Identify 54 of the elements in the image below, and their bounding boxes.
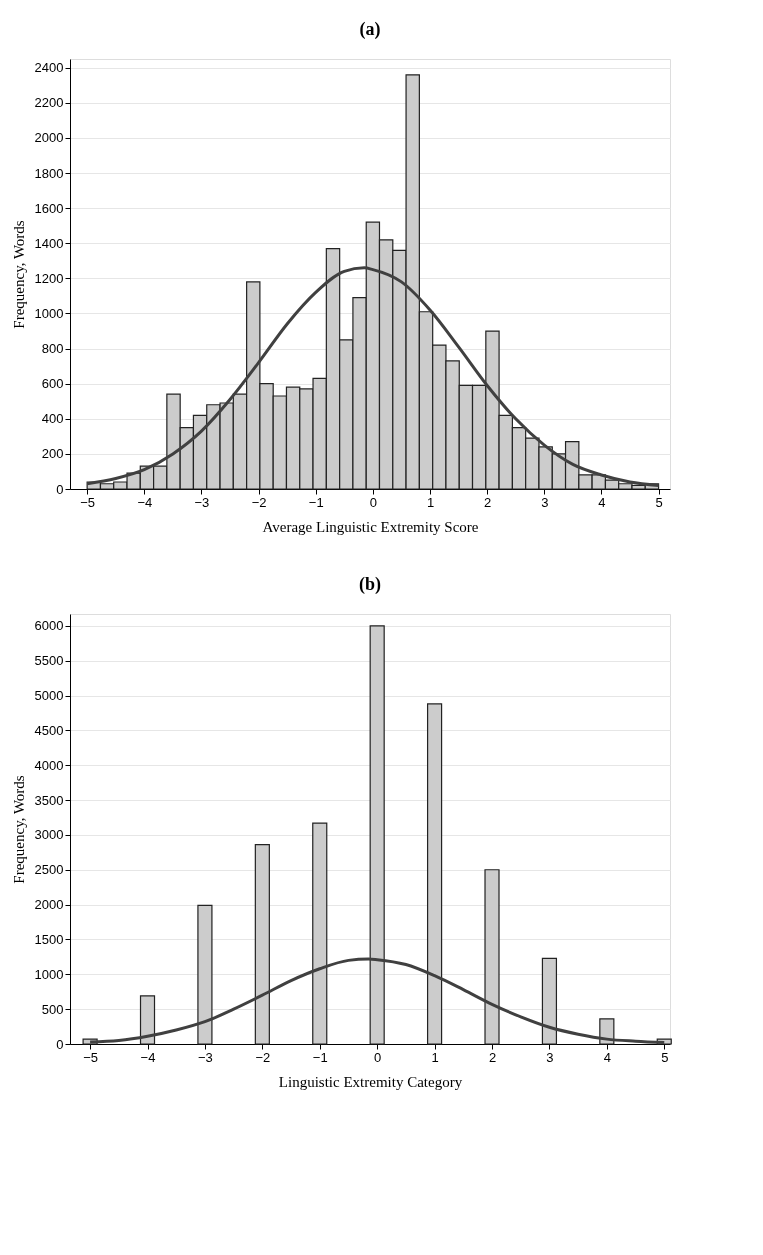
y-tick-label: 1200 (34, 270, 64, 286)
y-tick-label: 2000 (34, 130, 64, 146)
x-tick-label: 1 (426, 494, 435, 510)
x-tick-label: −1 (312, 1049, 328, 1065)
x-tick-label: −1 (308, 494, 324, 510)
chart-title: (b) (359, 574, 381, 595)
y-tick-label: 800 (41, 341, 64, 357)
y-tick-label: 1800 (34, 165, 64, 181)
x-tick-label: 3 (541, 494, 549, 510)
y-tick-label: 2400 (34, 60, 64, 76)
y-tick-label: 1000 (34, 305, 64, 321)
x-tick-label: 4 (603, 1049, 611, 1065)
x-tick-label: −4 (137, 494, 153, 510)
y-tick-label: 5000 (34, 688, 64, 704)
x-tick-label: −3 (198, 1049, 213, 1065)
y-tick-label: 0 (56, 1036, 64, 1052)
x-tick-label: 3 (546, 1049, 554, 1065)
x-axis-title: Linguistic Extremity Category (278, 1073, 463, 1090)
y-tick-label: 4500 (34, 722, 64, 738)
y-tick-label: 4000 (34, 757, 64, 773)
y-tick-label: 1400 (34, 235, 64, 251)
chart-title: (a) (359, 19, 381, 40)
y-tick-label: 5500 (34, 653, 64, 669)
x-tick-label: −2 (251, 494, 267, 510)
x-tick-label: 5 (655, 494, 663, 510)
x-tick-label: 5 (661, 1049, 669, 1065)
y-tick-label: 400 (41, 411, 64, 427)
x-tick-label: −3 (194, 494, 210, 510)
y-tick-label: 2500 (34, 862, 64, 878)
y-tick-label: 3000 (34, 827, 64, 843)
y-tick-label: 1600 (34, 200, 64, 216)
y-tick-label: 2200 (34, 95, 64, 111)
y-tick-label: 2000 (34, 897, 64, 913)
y-tick-label: 3500 (34, 792, 64, 808)
x-tick-label: −5 (83, 1049, 99, 1065)
y-tick-label: 200 (41, 446, 64, 462)
x-tick-label: −2 (255, 1049, 271, 1065)
y-axis-title: Frequency, Words (10, 775, 27, 884)
y-tick-label: 1500 (34, 931, 64, 947)
x-tick-label: 2 (484, 494, 492, 510)
y-axis-title: Frequency, Words (10, 220, 27, 329)
y-tick-label: 0 (56, 481, 64, 497)
y-tick-label: 1000 (34, 966, 64, 982)
y-tick-label: 600 (41, 376, 64, 392)
x-tick-label: 2 (488, 1049, 497, 1065)
x-tick-label: 0 (369, 494, 377, 510)
x-tick-label: −5 (80, 494, 96, 510)
x-tick-label: 4 (598, 494, 606, 510)
x-tick-label: −4 (140, 1049, 156, 1065)
x-tick-label: 0 (374, 1049, 382, 1065)
x-axis-title: Average Linguistic Extremity Score (262, 518, 479, 535)
y-tick-label: 500 (41, 1001, 64, 1017)
y-tick-label: 6000 (34, 618, 64, 634)
x-tick-label: 1 (431, 1049, 439, 1065)
